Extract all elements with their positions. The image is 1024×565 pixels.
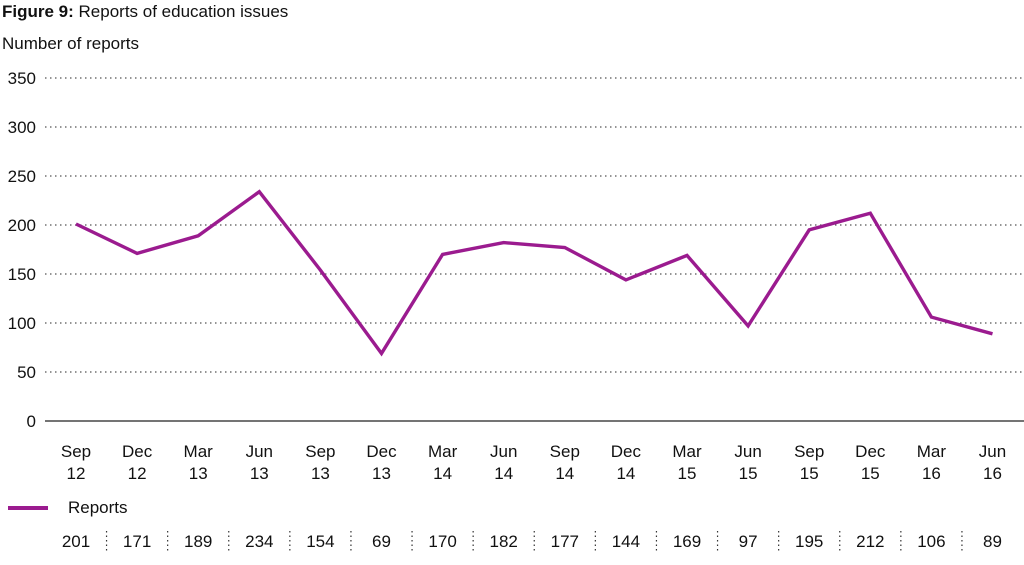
y-tick-label: 50 xyxy=(17,363,36,382)
table-value: 195 xyxy=(795,532,823,551)
table-value: 170 xyxy=(428,532,456,551)
x-tick-label: 15 xyxy=(861,464,880,483)
table-value: 182 xyxy=(490,532,518,551)
y-axis-label: Number of reports xyxy=(2,34,139,53)
x-tick-label: 14 xyxy=(616,464,635,483)
x-tick-label: 13 xyxy=(311,464,330,483)
table-value: 154 xyxy=(306,532,334,551)
table-value: 97 xyxy=(739,532,758,551)
y-tick-label: 350 xyxy=(8,69,36,88)
x-tick-label: 16 xyxy=(983,464,1002,483)
y-tick-label: 0 xyxy=(27,412,36,431)
table-value: 171 xyxy=(123,532,151,551)
x-tick-label: Jun xyxy=(246,442,273,461)
x-tick-label: 14 xyxy=(555,464,574,483)
x-tick-label: 12 xyxy=(128,464,147,483)
x-tick-label: Mar xyxy=(917,442,947,461)
table-value: 89 xyxy=(983,532,1002,551)
table-value: 212 xyxy=(856,532,884,551)
table-value: 144 xyxy=(612,532,640,551)
table-value: 69 xyxy=(372,532,391,551)
x-tick-label: 12 xyxy=(67,464,86,483)
table-value: 169 xyxy=(673,532,701,551)
x-tick-label: Mar xyxy=(184,442,214,461)
table-value: 234 xyxy=(245,532,273,551)
y-tick-label: 100 xyxy=(8,314,36,333)
legend-label: Reports xyxy=(68,498,128,517)
chart-title-text: Reports of education issues xyxy=(73,2,289,21)
x-tick-label: Dec xyxy=(122,442,153,461)
legend: Reports xyxy=(8,497,128,519)
chart-title-prefix: Figure 9: xyxy=(2,2,74,21)
x-tick-label: Mar xyxy=(672,442,702,461)
y-tick-label: 200 xyxy=(8,216,36,235)
table-value: 177 xyxy=(551,532,579,551)
table-value: 201 xyxy=(62,532,90,551)
x-tick-label: 15 xyxy=(800,464,819,483)
x-tick-label: Sep xyxy=(305,442,335,461)
x-tick-label: 16 xyxy=(922,464,941,483)
x-tick-label: 15 xyxy=(739,464,758,483)
x-tick-label: 14 xyxy=(433,464,452,483)
data-table: 201 171 189 234 154 69 170 182 177 144 169 97 195 212… xyxy=(62,531,1002,551)
gridlines xyxy=(45,77,1024,422)
series-lines xyxy=(75,189,993,357)
x-axis-ticks: Sep 12 Dec 12 Mar 13 Jun 13 Sep 13 Dec 13 Mar 14 Jun 14… xyxy=(61,442,1006,483)
x-tick-label: 13 xyxy=(250,464,269,483)
table-value: 189 xyxy=(184,532,212,551)
y-tick-label: 250 xyxy=(8,167,36,186)
x-tick-label: Jun xyxy=(734,442,761,461)
x-tick-label: Dec xyxy=(611,442,642,461)
x-tick-label: Mar xyxy=(428,442,458,461)
x-tick-label: Jun xyxy=(490,442,517,461)
x-tick-label: Sep xyxy=(61,442,91,461)
x-tick-label: 15 xyxy=(678,464,697,483)
y-axis-ticks: 0 50 100 150 200 250 300 350 xyxy=(8,69,36,431)
chart-title: Figure 9: Reports of education issues xyxy=(2,2,288,22)
x-tick-label: Sep xyxy=(550,442,580,461)
x-tick-label: Sep xyxy=(794,442,824,461)
x-tick-label: Jun xyxy=(979,442,1006,461)
series-line xyxy=(75,189,993,357)
x-tick-label: 13 xyxy=(372,464,391,483)
y-tick-label: 150 xyxy=(8,265,36,284)
table-value: 106 xyxy=(917,532,945,551)
x-tick-label: 13 xyxy=(189,464,208,483)
y-tick-label: 300 xyxy=(8,118,36,137)
x-tick-label: Dec xyxy=(855,442,886,461)
x-tick-label: 14 xyxy=(494,464,513,483)
legend-swatch xyxy=(8,506,48,510)
x-tick-label: Dec xyxy=(366,442,397,461)
